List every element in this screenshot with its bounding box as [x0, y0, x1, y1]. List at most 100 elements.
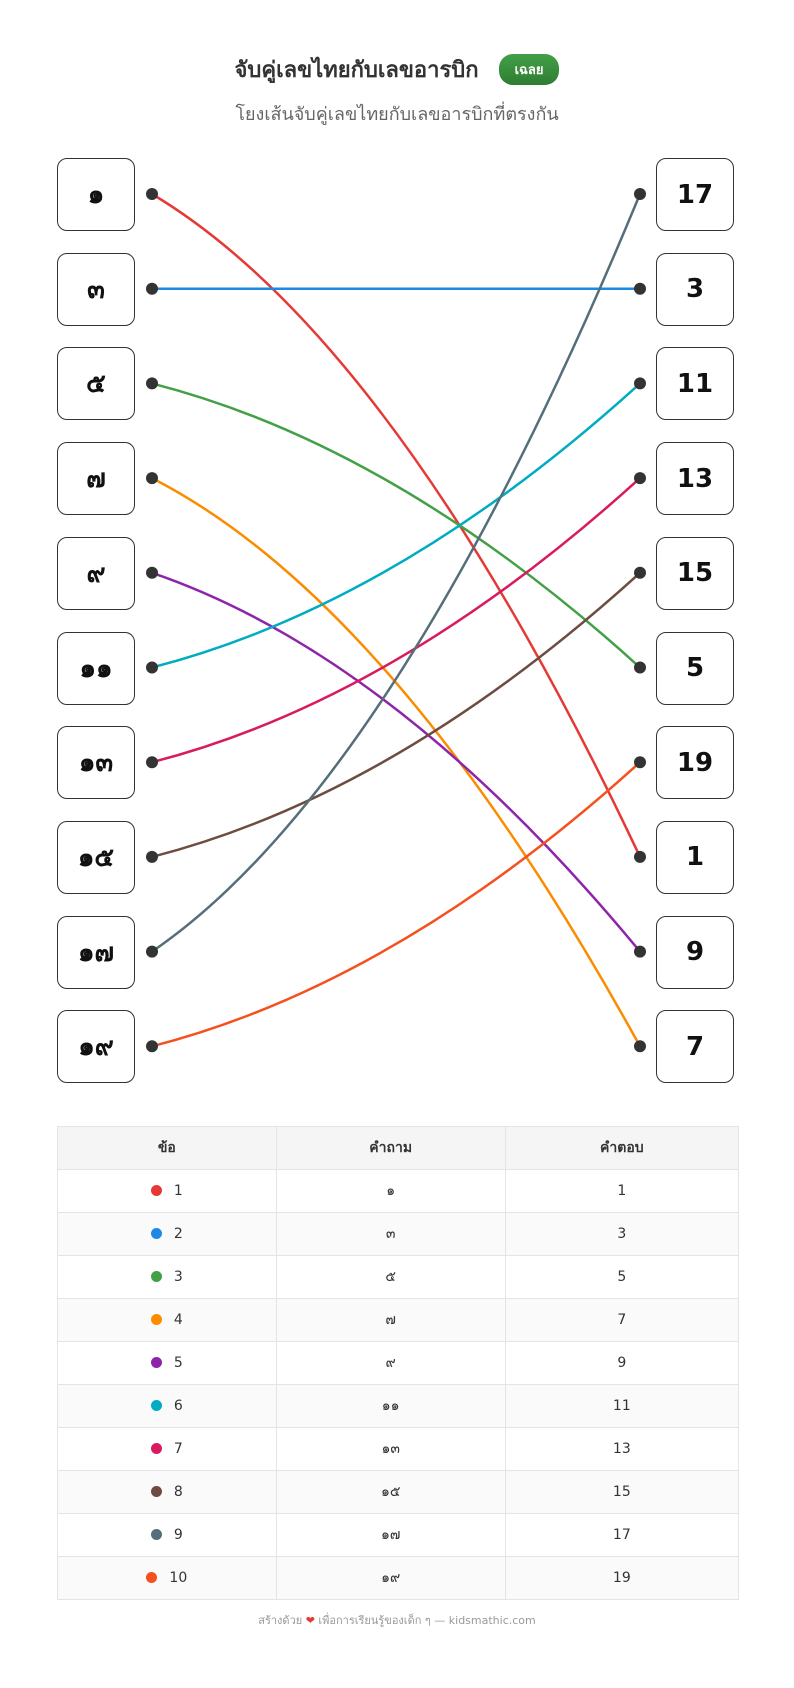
col-header-answer: คำตอบ: [504, 1126, 740, 1170]
header: จับคู่เลขไทยกับเลขอารบิก เฉลย โยงเส้นจับ…: [0, 52, 794, 128]
right-item[interactable]: 7: [656, 1010, 734, 1084]
left-connector-dot[interactable]: [146, 566, 158, 579]
left-item[interactable]: ๑๗: [57, 915, 135, 989]
connection-line: [151, 193, 642, 953]
row-number: 5: [173, 1355, 183, 1371]
left-connector-dot[interactable]: [146, 850, 158, 863]
cell-no: 9: [57, 1513, 277, 1557]
cell-no: 7: [57, 1427, 277, 1471]
footer: สร้างด้วย ❤ เพื่อการเรียนรู้ของเด็ก ๆ — …: [0, 1611, 794, 1629]
right-item[interactable]: 19: [656, 726, 734, 800]
left-item[interactable]: ๑๕: [57, 820, 135, 894]
cell-question: ๑: [275, 1169, 506, 1213]
page-title: จับคู่เลขไทยกับเลขอารบิก: [234, 58, 479, 83]
row-number: 7: [173, 1441, 183, 1457]
left-connector-dot[interactable]: [146, 661, 158, 674]
right-item[interactable]: 17: [656, 158, 734, 231]
right-item[interactable]: 9: [656, 915, 734, 989]
cell-question: ๙: [275, 1341, 506, 1385]
table-row: 5 ๙ 9: [57, 1341, 740, 1385]
cell-answer: 13: [504, 1427, 740, 1471]
cell-no: 10: [57, 1556, 277, 1600]
left-connector-dot[interactable]: [146, 945, 158, 958]
left-item[interactable]: ๙: [57, 536, 135, 610]
row-number: 6: [173, 1398, 183, 1414]
table-row: 3 ๕ 5: [57, 1255, 740, 1299]
cell-question: ๓: [275, 1212, 506, 1256]
color-dot-icon: [150, 1357, 162, 1368]
cell-answer: 3: [504, 1212, 740, 1256]
matching-lines: [146, 188, 646, 1053]
left-item[interactable]: ๑๙: [57, 1010, 135, 1084]
right-connector-dot[interactable]: [634, 377, 646, 390]
left-connector-dot[interactable]: [146, 1040, 158, 1053]
right-connector-dot[interactable]: [634, 1040, 646, 1053]
right-item[interactable]: 11: [656, 347, 734, 421]
cell-question: ๑๗: [275, 1513, 506, 1557]
row-number: 9: [173, 1527, 183, 1543]
right-connector-dot[interactable]: [634, 945, 646, 958]
connection-line: [151, 761, 641, 1048]
left-item[interactable]: ๕: [57, 347, 135, 421]
table-row: 2 ๓ 3: [57, 1212, 740, 1256]
right-connector-dot[interactable]: [634, 472, 646, 485]
right-item[interactable]: 15: [656, 536, 734, 610]
left-connector-dot[interactable]: [146, 282, 158, 295]
cell-no: 1: [57, 1169, 277, 1213]
right-item[interactable]: 13: [656, 442, 734, 516]
answer-button[interactable]: เฉลย: [498, 54, 560, 85]
table-row: 1 ๑ 1: [57, 1169, 740, 1213]
left-connector-dot[interactable]: [146, 472, 158, 485]
left-connector-dot[interactable]: [146, 756, 158, 769]
left-connector-dot[interactable]: [146, 188, 158, 200]
table-row: 8 ๑๕ 15: [57, 1470, 740, 1514]
right-connector-dot[interactable]: [634, 850, 646, 863]
left-item[interactable]: ๑: [57, 158, 135, 231]
connection-line: [151, 382, 641, 669]
left-item[interactable]: ๑๓: [57, 726, 135, 800]
cell-no: 4: [57, 1298, 277, 1342]
connection-line: [151, 382, 641, 669]
color-dot-icon: [150, 1271, 162, 1282]
footer-text: เพื่อการเรียนรู้ของเด็ก ๆ — kidsmathic.c…: [318, 1614, 536, 1627]
right-item[interactable]: 1: [656, 820, 734, 894]
right-item[interactable]: 5: [656, 631, 734, 705]
row-number: 10: [169, 1570, 188, 1586]
right-item[interactable]: 3: [656, 252, 734, 326]
color-dot-icon: [150, 1185, 162, 1196]
cell-answer: 11: [504, 1384, 740, 1428]
col-header-question: คำถาม: [275, 1126, 506, 1170]
color-dot-icon: [146, 1572, 158, 1583]
left-item[interactable]: ๗: [57, 442, 135, 516]
cell-answer: 5: [504, 1255, 740, 1299]
connection-line: [151, 476, 642, 1047]
cell-question: ๑๙: [275, 1556, 506, 1600]
left-connector-dot[interactable]: [146, 377, 158, 390]
right-connector-dot[interactable]: [634, 188, 646, 200]
row-number: 4: [173, 1312, 183, 1328]
cell-no: 6: [57, 1384, 277, 1428]
table-row: 4 ๗ 7: [57, 1298, 740, 1342]
row-number: 3: [173, 1269, 183, 1285]
connection-line: [151, 571, 641, 953]
left-item[interactable]: ๓: [57, 252, 135, 326]
table-row: 10 ๑๙ 19: [57, 1556, 740, 1600]
left-item[interactable]: ๑๑: [57, 631, 135, 705]
right-connector-dot[interactable]: [634, 756, 646, 769]
heart-icon: ❤: [305, 1614, 315, 1627]
cell-answer: 9: [504, 1341, 740, 1385]
table-row: 6 ๑๑ 11: [57, 1384, 740, 1428]
cell-no: 3: [57, 1255, 277, 1299]
row-number: 1: [173, 1183, 183, 1199]
footer-prefix: สร้างด้วย: [258, 1614, 303, 1627]
page-subtitle: โยงเส้นจับคู่เลขไทยกับเลขอารบิกที่ตรงกัน: [235, 104, 559, 125]
right-connector-dot[interactable]: [634, 282, 646, 295]
table-row: 7 ๑๓ 13: [57, 1427, 740, 1471]
right-connector-dot[interactable]: [634, 566, 646, 579]
connection-line: [151, 192, 642, 858]
cell-question: ๑๕: [275, 1470, 506, 1514]
row-number: 8: [173, 1484, 183, 1500]
right-connector-dot[interactable]: [634, 661, 646, 674]
cell-question: ๕: [275, 1255, 506, 1299]
